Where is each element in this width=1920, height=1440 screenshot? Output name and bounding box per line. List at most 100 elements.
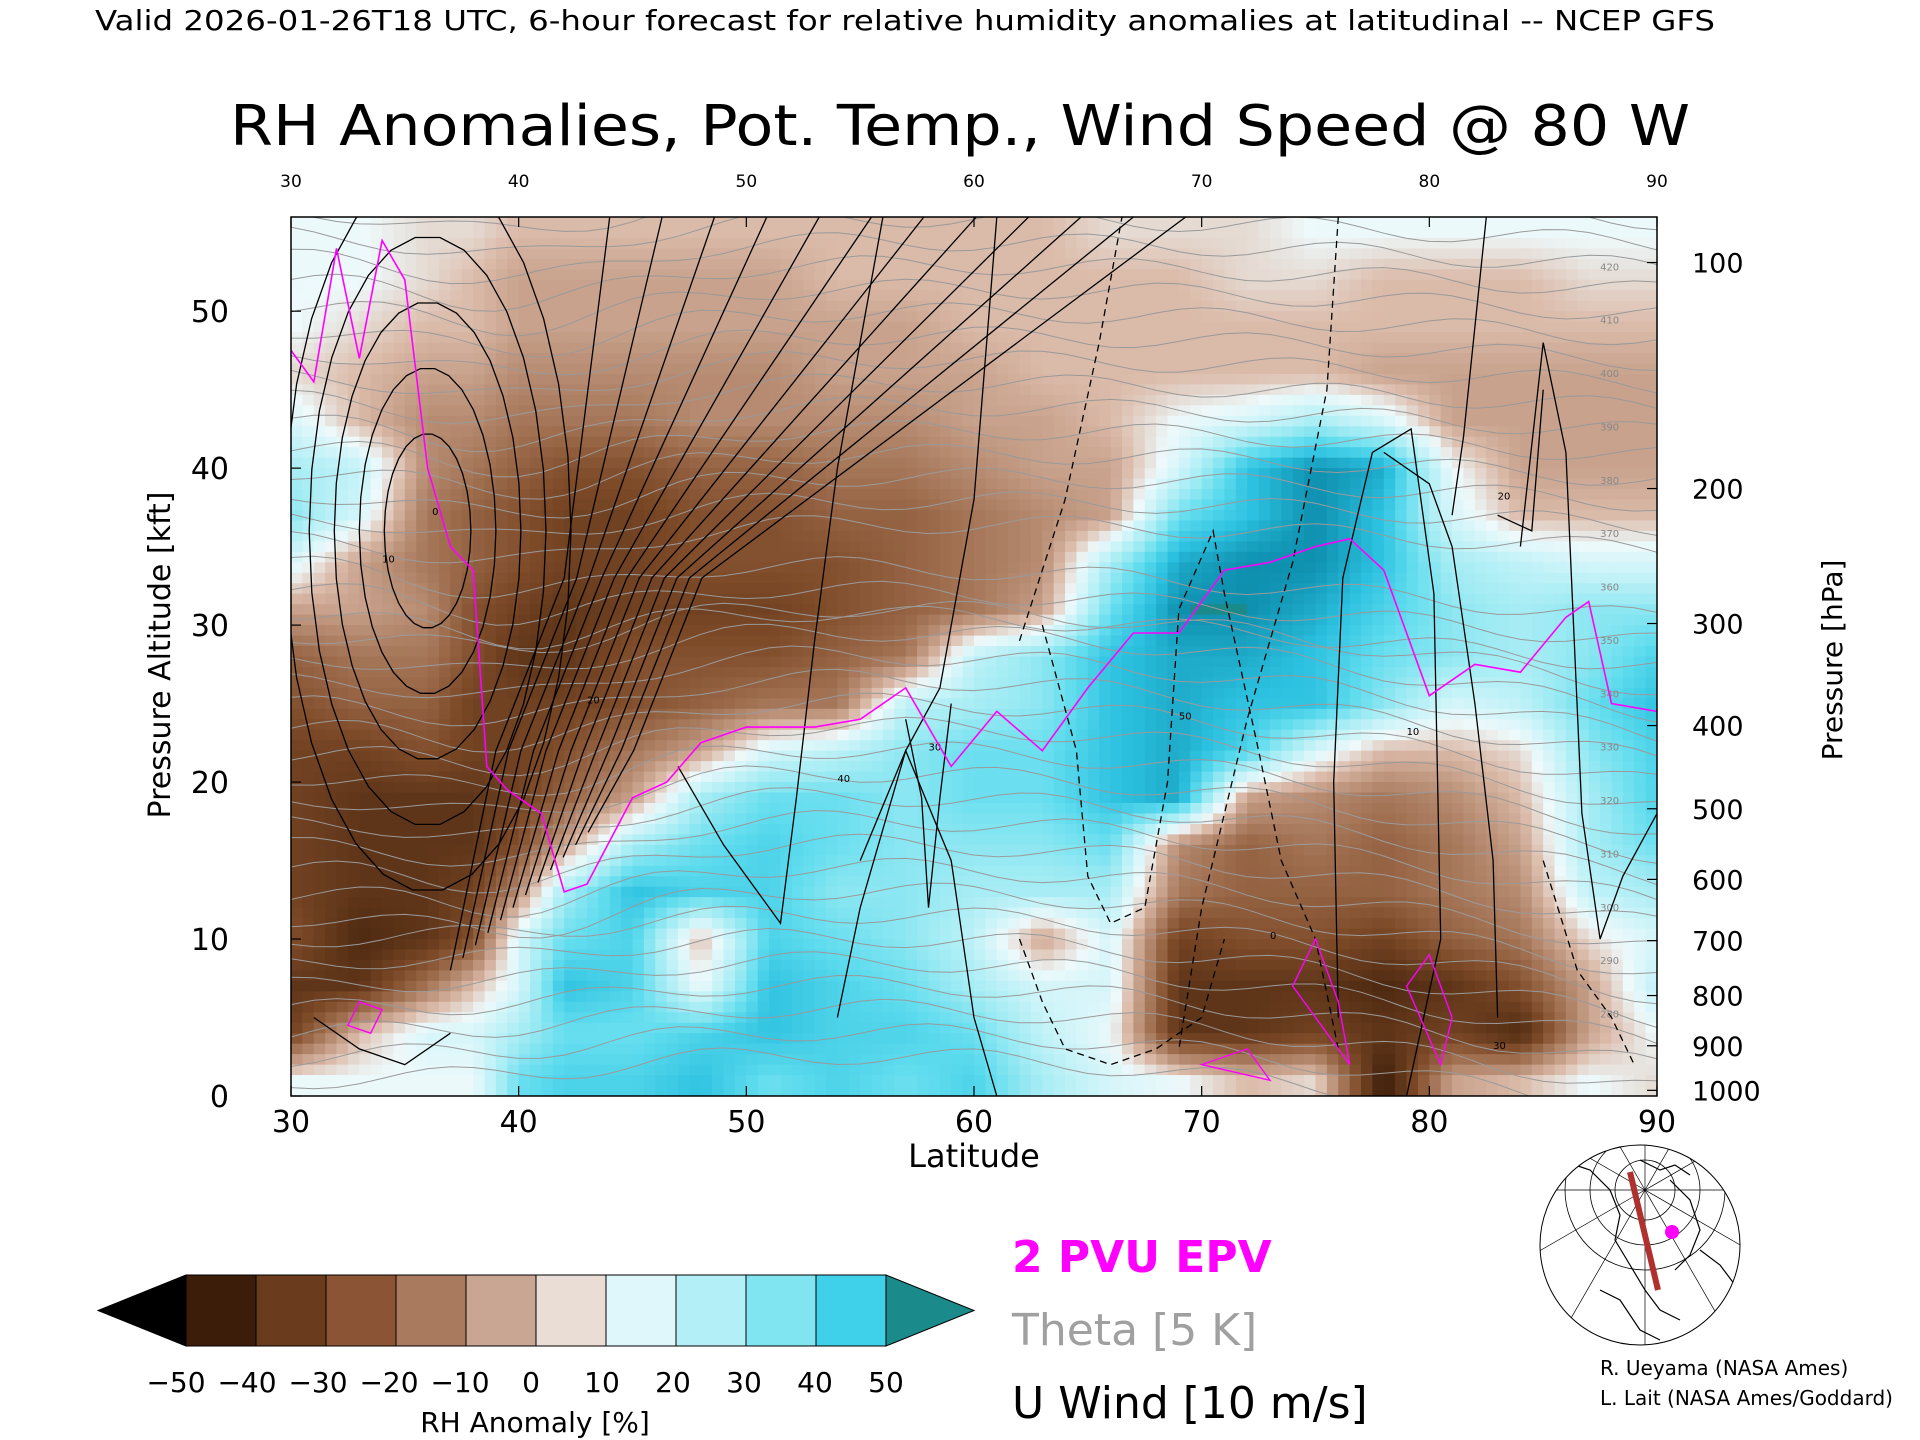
rh-cell [1452, 300, 1465, 312]
rh-cell [917, 436, 930, 448]
rh-cell [461, 583, 474, 595]
rh-cell [1406, 311, 1419, 323]
rh-cell [1201, 499, 1214, 511]
rh-cell [746, 332, 759, 344]
rh-cell [1042, 426, 1055, 438]
rh-cell [655, 258, 668, 270]
rh-cell [507, 530, 520, 542]
rh-cell [1474, 405, 1487, 417]
rh-cell [723, 258, 736, 270]
rh-cell [1121, 426, 1134, 438]
rh-cell [939, 447, 952, 459]
rh-cell [1600, 562, 1613, 574]
rh-cell [450, 499, 463, 511]
rh-cell [803, 489, 816, 501]
rh-cell [746, 541, 759, 553]
rh-cell [643, 583, 656, 595]
rh-cell [1087, 311, 1100, 323]
rh-cell [382, 499, 395, 511]
rh-cell [1030, 405, 1043, 417]
rh-cell [1042, 237, 1055, 249]
rh-cell [1030, 248, 1043, 260]
rh-cell [552, 415, 565, 427]
rh-cell [860, 394, 873, 406]
rh-cell [1383, 551, 1396, 563]
rh-cell [996, 510, 1009, 522]
rh-cell [621, 248, 634, 260]
rh-cell [484, 541, 497, 553]
rh-cell [951, 384, 964, 396]
rh-cell [1258, 269, 1271, 281]
rh-cell [1133, 405, 1146, 417]
rh-cell [1201, 279, 1214, 291]
rh-cell [1395, 457, 1408, 469]
rh-cell [1281, 583, 1294, 595]
rh-cell [939, 583, 952, 595]
rh-cell [894, 510, 907, 522]
rh-cell [484, 269, 497, 281]
rh-cell [791, 415, 804, 427]
rh-cell [291, 342, 303, 354]
rh-cell [1588, 321, 1601, 333]
rh-cell [746, 572, 759, 584]
rh-cell [1201, 394, 1214, 406]
rh-cell [1121, 499, 1134, 511]
rh-cell [803, 614, 816, 626]
rh-cell [438, 384, 451, 396]
rh-cell [1042, 279, 1055, 291]
rh-cell [382, 353, 395, 365]
rh-cell [1110, 384, 1123, 396]
rh-cell [643, 614, 656, 626]
rh-cell [450, 583, 463, 595]
rh-cell [917, 457, 930, 469]
rh-cell [678, 457, 691, 469]
rh-cell [359, 258, 372, 270]
rh-cell [1213, 363, 1226, 375]
rh-cell [860, 604, 873, 616]
rh-cell [518, 363, 531, 375]
rh-cell [1577, 604, 1590, 616]
rh-cell [530, 614, 543, 626]
rh-cell [1440, 478, 1453, 490]
rh-cell [1235, 604, 1248, 616]
rh-cell [974, 353, 986, 365]
rh-cell [917, 373, 930, 386]
rh-cell [1008, 269, 1021, 281]
rh-cell [939, 520, 952, 532]
rh-cell [1338, 300, 1351, 312]
rh-cell [894, 415, 907, 427]
rh-cell [734, 342, 747, 354]
rh-cell [1531, 489, 1544, 501]
rh-cell [666, 290, 679, 302]
rh-cell [586, 530, 599, 542]
rh-cell [404, 646, 417, 658]
rh-cell [643, 332, 656, 344]
rh-cell [313, 510, 326, 522]
rh-cell [974, 583, 986, 595]
rh-cell [1281, 384, 1294, 396]
rh-cell [621, 279, 634, 291]
rh-cell [1577, 635, 1590, 647]
rh-cell [530, 394, 543, 406]
rh-cell [1053, 530, 1066, 542]
rh-cell [1156, 625, 1169, 637]
rh-cell [1167, 551, 1180, 563]
rh-cell [974, 551, 986, 563]
rh-cell [1053, 572, 1066, 584]
rh-cell [609, 510, 622, 522]
rh-cell [1463, 583, 1476, 595]
rh-cell [1338, 415, 1351, 427]
rh-cell [1167, 373, 1180, 386]
rh-cell [723, 478, 736, 490]
rh-cell [1463, 436, 1476, 448]
rh-cell [1497, 384, 1510, 396]
rh-cell [1395, 520, 1408, 532]
rh-cell [1167, 426, 1180, 438]
rh-cell [712, 614, 725, 626]
rh-cell [393, 447, 406, 459]
rh-cell [347, 520, 360, 532]
rh-cell [438, 269, 451, 281]
rh-cell [1474, 499, 1487, 511]
rh-cell [1326, 342, 1339, 354]
rh-cell [484, 237, 497, 249]
